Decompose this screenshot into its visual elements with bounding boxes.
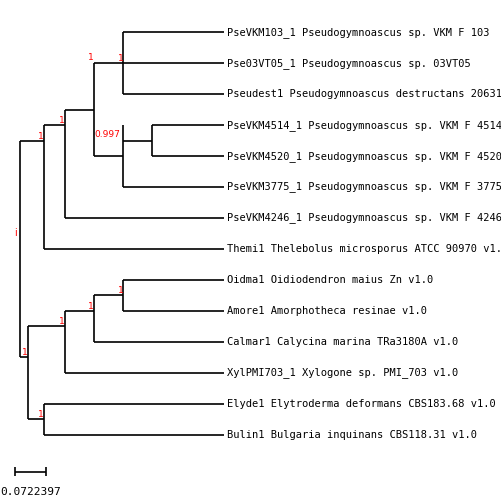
Text: Oidma1 Oidiodendron maius Zn v1.0: Oidma1 Oidiodendron maius Zn v1.0	[226, 275, 432, 285]
Text: 1: 1	[88, 302, 94, 311]
Text: Pseudest1 Pseudogymnoascus destructans 20631-21: Pseudest1 Pseudogymnoascus destructans 2…	[226, 89, 501, 99]
Text: i: i	[15, 228, 17, 238]
Text: 1: 1	[59, 317, 65, 326]
Text: Pse03VT05_1 Pseudogymnoascus sp. 03VT05: Pse03VT05_1 Pseudogymnoascus sp. 03VT05	[226, 58, 469, 69]
Text: Bulin1 Bulgaria inquinans CBS118.31 v1.0: Bulin1 Bulgaria inquinans CBS118.31 v1.0	[226, 429, 476, 439]
Text: Themi1 Thelebolus microsporus ATCC 90970 v1.0: Themi1 Thelebolus microsporus ATCC 90970…	[226, 244, 501, 254]
Text: Calmar1 Calycina marina TRa3180A v1.0: Calmar1 Calycina marina TRa3180A v1.0	[226, 337, 457, 347]
Text: 0.0722397: 0.0722397	[0, 487, 61, 497]
Text: 1: 1	[88, 53, 94, 61]
Text: 1: 1	[59, 116, 65, 125]
Text: PseVKM3775_1 Pseudogymnoascus sp. VKM F 3775: PseVKM3775_1 Pseudogymnoascus sp. VKM F …	[226, 181, 500, 193]
Text: PseVKM4246_1 Pseudogymnoascus sp. VKM F 4246: PseVKM4246_1 Pseudogymnoascus sp. VKM F …	[226, 213, 500, 223]
Text: XylPMI703_1 Xylogone sp. PMI_703 v1.0: XylPMI703_1 Xylogone sp. PMI_703 v1.0	[226, 367, 457, 378]
Text: 1: 1	[117, 54, 123, 64]
Text: PseVKM4520_1 Pseudogymnoascus sp. VKM F 4520: PseVKM4520_1 Pseudogymnoascus sp. VKM F …	[226, 151, 500, 162]
Text: 1: 1	[38, 132, 44, 141]
Text: 1: 1	[38, 410, 44, 419]
Text: 1: 1	[22, 348, 28, 357]
Text: 1: 1	[117, 286, 123, 295]
Text: PseVKM4514_1 Pseudogymnoascus sp. VKM F 4514: PseVKM4514_1 Pseudogymnoascus sp. VKM F …	[226, 119, 500, 131]
Text: PseVKM103_1 Pseudogymnoascus sp. VKM F 103: PseVKM103_1 Pseudogymnoascus sp. VKM F 1…	[226, 27, 488, 38]
Text: 0.997: 0.997	[95, 130, 120, 139]
Text: Elyde1 Elytroderma deformans CBS183.68 v1.0: Elyde1 Elytroderma deformans CBS183.68 v…	[226, 399, 494, 409]
Text: Amore1 Amorphotheca resinae v1.0: Amore1 Amorphotheca resinae v1.0	[226, 306, 426, 316]
